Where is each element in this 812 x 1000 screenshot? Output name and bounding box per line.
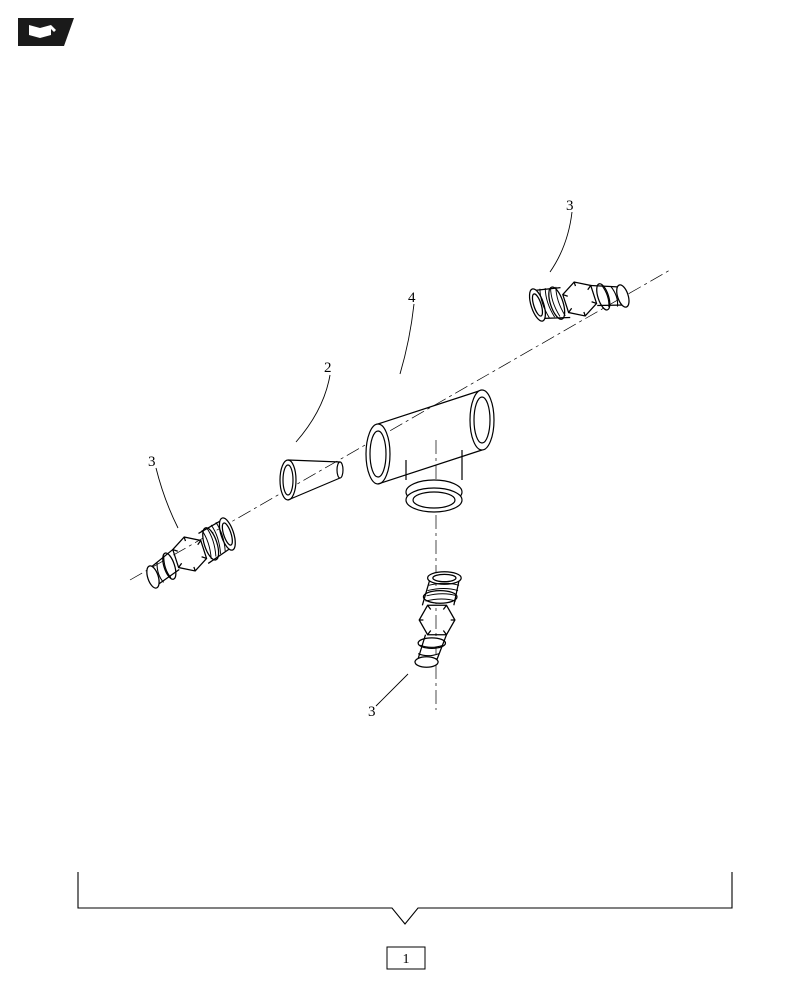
callout-leaders — [156, 212, 572, 706]
corner-tab — [18, 18, 74, 46]
callout-3a-label: 3 — [566, 198, 574, 214]
callout-3b-label: 3 — [148, 454, 156, 470]
bracket-label-text: 1 — [403, 952, 410, 967]
cone-reducer — [280, 460, 343, 500]
assembly-bracket — [76, 870, 734, 930]
tee-fitting — [366, 390, 494, 512]
hose-barb-fitting-top — [526, 261, 631, 334]
exploded-assembly-diagram: 2 3 3 3 4 — [80, 150, 720, 800]
callout-4-label: 4 — [408, 290, 416, 306]
center-lines — [130, 270, 670, 710]
callout-3c-label: 3 — [368, 704, 376, 720]
hose-barb-fitting-left — [137, 516, 242, 589]
callout-2-label: 2 — [324, 360, 332, 376]
bracket-label-box: 1 — [386, 946, 426, 970]
bracket-path — [78, 872, 732, 924]
callout-labels: 2 3 3 3 4 — [148, 198, 574, 720]
hose-barb-fitting-bottom — [415, 572, 461, 668]
